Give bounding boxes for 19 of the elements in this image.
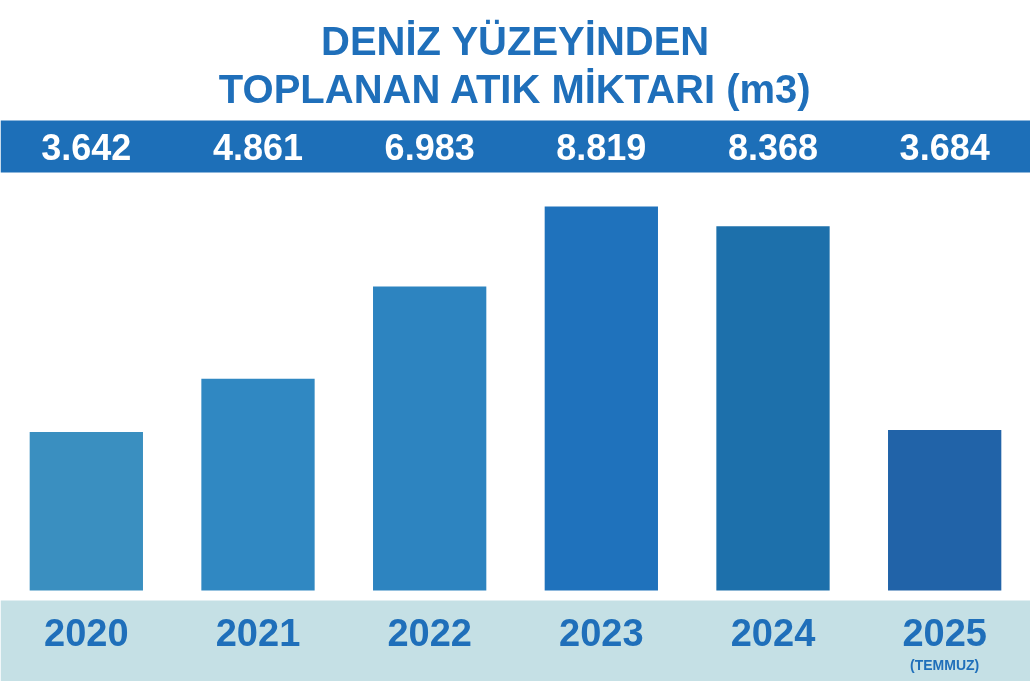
data-label: 3.684 <box>899 126 990 168</box>
chart-title: DENİZ YÜZEYİNDEN TOPLANAN ATIK MİKTARI (m3) <box>218 18 811 111</box>
bar <box>716 226 830 591</box>
x-tick-label: 2023 <box>559 612 644 654</box>
x-tick-label: 2025 (TEMMUZ) <box>902 612 987 673</box>
x-tick-label: 2024 <box>730 612 816 654</box>
x-tick-label: 2021 <box>215 612 301 654</box>
bar <box>544 206 658 591</box>
bar <box>201 378 315 591</box>
data-label: 8.819 <box>556 126 647 168</box>
bar <box>29 431 143 591</box>
bar <box>373 286 487 591</box>
data-label: 6.983 <box>384 126 475 168</box>
x-tick-label: 2020 <box>44 612 129 654</box>
x-tick-label: 2022 <box>387 612 472 654</box>
data-label: 3.642 <box>41 126 132 168</box>
data-label: 8.368 <box>727 126 819 168</box>
data-label: 4.861 <box>212 126 304 168</box>
bar <box>888 430 1002 591</box>
